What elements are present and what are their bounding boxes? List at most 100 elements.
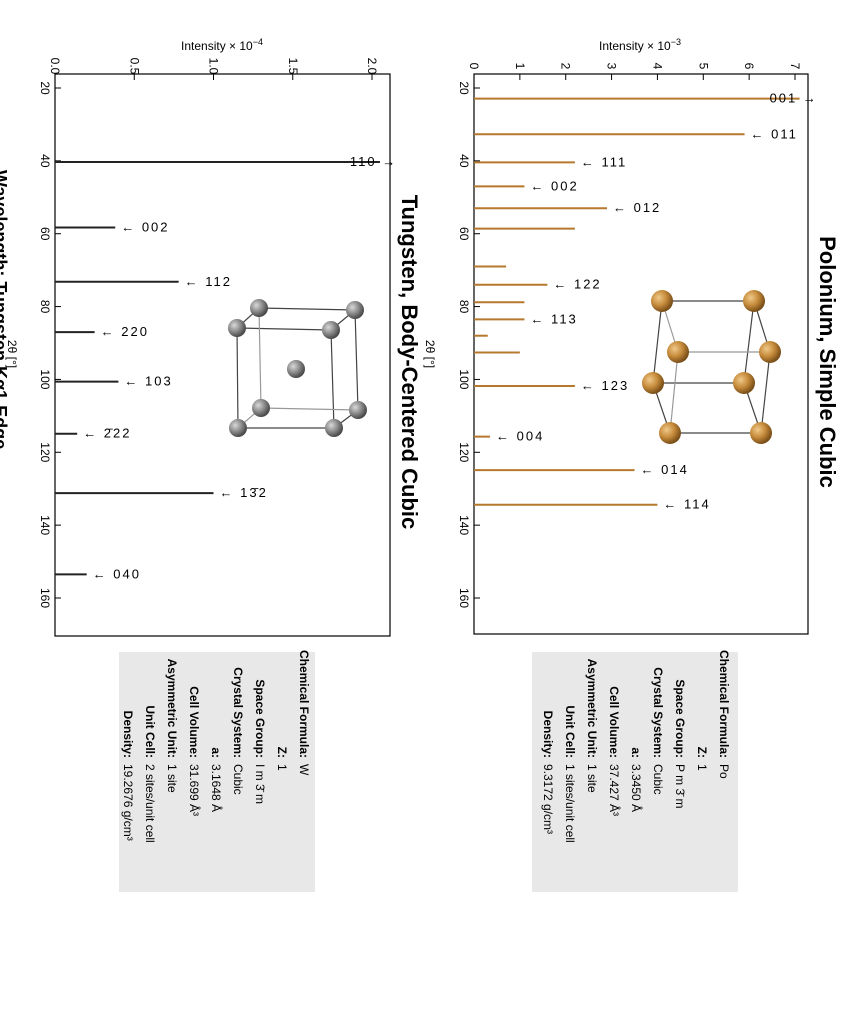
- polonium-info-value: 1 site: [585, 764, 599, 793]
- polonium-y-tick-label: 3: [605, 63, 619, 70]
- tungsten-x-tick-label: 160: [38, 588, 52, 608]
- polonium-x-tick-label: 40: [457, 154, 471, 168]
- polonium-peak-label: ← 002: [530, 178, 578, 193]
- polonium-y-tick-label: 5: [696, 63, 710, 70]
- polonium-peak-label: ← 122: [553, 277, 601, 292]
- polonium-info-label: Z:: [695, 747, 709, 758]
- polonium-axes: 0 1 2 3 4 5 6 7 20 40 60 80 100 120 140 160: [457, 63, 802, 609]
- tungsten-info-label: Density:: [121, 711, 135, 758]
- tungsten-info-value: 2 sites/unit cell: [143, 764, 157, 843]
- tungsten-info-box: [119, 652, 315, 892]
- tungsten-bars: [55, 160, 380, 576]
- polonium-panel: 0 1 2 3 4 5 6 7 20 40 60 80 100 120 140 160 001 → ← 011 ←…: [423, 37, 840, 892]
- polonium-info-value: Cubic: [651, 764, 665, 795]
- tungsten-x-tick-label: 40: [38, 154, 52, 168]
- tungsten-info-value: 1: [275, 764, 289, 771]
- polonium-peak-label: ← 123: [581, 378, 629, 393]
- polonium-info-label: Chemical Formula:: [717, 650, 731, 758]
- polonium-x-tick-label: 140: [457, 515, 471, 535]
- tungsten-info-value: 31.699 Å³: [187, 764, 202, 816]
- tungsten-x-tick-label: 120: [38, 442, 52, 462]
- polonium-info-text: Chemical Formula: Po Z: 1 Space Group: P m 3̄…: [541, 650, 731, 843]
- tungsten-axes: 0.0 0.5 1.0 1.5 2.0 20 40 60 80 100 120 140 160: [38, 58, 379, 609]
- tungsten-info-text: Chemical Formula: W Z: 1 Space Group: I m 3̄ …: [121, 650, 311, 843]
- tungsten-info-value: 1 site: [165, 764, 179, 793]
- polonium-x-tick-label: 120: [457, 442, 471, 462]
- polonium-info-box: [532, 652, 738, 892]
- tungsten-x-tick-label: 100: [38, 369, 52, 389]
- tungsten-x-tick-label: 20: [38, 81, 52, 95]
- tungsten-info-label: a:: [209, 747, 223, 758]
- tungsten-x-tick-label: 140: [38, 515, 52, 535]
- polonium-info-label: Density:: [541, 711, 555, 758]
- tungsten-info-label: Z:: [275, 747, 289, 758]
- tungsten-info-label: Space Group:: [253, 679, 267, 758]
- polonium-peak-label: ← 111: [581, 154, 627, 169]
- polonium-info-value: 1: [695, 764, 709, 771]
- polonium-peak-label: 001 →: [770, 91, 818, 106]
- polonium-peak-label: ← 004: [496, 429, 544, 444]
- tungsten-info-label: Chemical Formula:: [297, 650, 311, 758]
- polonium-peak-labels: 001 → ← 011 ← 111← 002 ← 012 ← 122 ← 113 ← 123…: [496, 91, 818, 512]
- tungsten-peak-label: ← 040: [93, 566, 141, 581]
- polonium-y-tick-label: 0: [467, 63, 481, 70]
- tungsten-info-label: Asymmetric Unit:: [165, 659, 179, 758]
- polonium-peak-label: ← 114: [663, 497, 710, 512]
- polonium-peak-label: ← 113: [530, 311, 577, 326]
- tungsten-info-value: 19.2676 g/cm³: [121, 764, 135, 841]
- polonium-info-label: a:: [629, 747, 643, 758]
- polonium-info-label: Asymmetric Unit:: [585, 659, 599, 758]
- tungsten-peak-label: ← 220: [101, 324, 149, 339]
- tungsten-x-axis-label: 2θ [°]: [5, 340, 19, 368]
- polonium-bars: [474, 97, 800, 506]
- tungsten-info-label: Unit Cell:: [143, 705, 157, 758]
- tungsten-info-label: Crystal System:: [231, 667, 245, 758]
- tungsten-peak-label: ← 13̄2: [220, 485, 268, 500]
- polonium-y-tick-label: 4: [650, 63, 664, 70]
- tungsten-y-tick-label: 1.0: [207, 58, 221, 75]
- polonium-info-label: Crystal System:: [651, 667, 665, 758]
- tungsten-x-tick-label: 80: [38, 300, 52, 314]
- polonium-y-tick-label: 1: [513, 63, 527, 70]
- polonium-info-label: Space Group:: [673, 679, 687, 758]
- polonium-info-value: Po: [717, 764, 731, 779]
- polonium-peak-label: ← 011: [751, 126, 798, 141]
- tungsten-peak-label: 110 →: [350, 154, 397, 169]
- tungsten-panel: 0.0 0.5 1.0 1.5 2.0 20 40 60 80 100 120 140 160 110 …: [5, 37, 422, 892]
- tungsten-info-value: I m 3̄ m: [253, 764, 267, 804]
- polonium-info-value: 1 sites/unit cell: [563, 764, 577, 843]
- polonium-y-axis-label: Intensity × 10−3: [599, 37, 681, 53]
- tungsten-peak-label: ← 103: [124, 374, 172, 389]
- polonium-peak-label: ← 012: [613, 200, 661, 215]
- polonium-x-tick-label: 60: [457, 227, 471, 241]
- polonium-y-tick-label: 6: [742, 63, 756, 70]
- tungsten-y-axis-label: Intensity × 10−4: [181, 37, 263, 53]
- polonium-title: Polonium, Simple Cubic: [815, 236, 840, 488]
- tungsten-y-tick-label: 2.0: [365, 58, 379, 75]
- polonium-x-tick-label: 20: [457, 81, 471, 95]
- polonium-y-tick-label: 7: [788, 63, 802, 70]
- tungsten-peak-label: ← 002: [121, 220, 169, 235]
- polonium-info-value: 37.427 Å³: [607, 764, 622, 816]
- tungsten-peak-labels: 110 → ← 002 ← 112 ← 220 ← 103 ← 2̄22 ← 13̄2 ← 0…: [83, 154, 397, 581]
- tungsten-title: Tungsten, Body-Centered Cubic: [397, 195, 422, 530]
- polonium-unit-cell: [642, 290, 781, 444]
- polonium-x-axis-label: 2θ [°]: [423, 340, 437, 368]
- polonium-info-label: Unit Cell:: [563, 705, 577, 758]
- tungsten-peak-label: ← 2̄22: [83, 426, 131, 441]
- tungsten-x-tick-label: 60: [38, 227, 52, 241]
- polonium-x-tick-label: 80: [457, 300, 471, 314]
- polonium-info-value: 3.3450 Å: [629, 764, 644, 812]
- polonium-plot-frame: [473, 73, 809, 635]
- polonium-x-tick-label: 100: [457, 369, 471, 389]
- tungsten-info-value: W: [297, 764, 311, 776]
- polonium-x-tick-label: 160: [457, 588, 471, 608]
- polonium-y-tick-label: 2: [559, 63, 573, 70]
- polonium-peak-label: ← 014: [641, 462, 689, 477]
- tungsten-info-value: 3.1648 Å: [209, 764, 224, 812]
- polonium-info-label: Cell Volume:: [607, 686, 621, 758]
- polonium-info-value: P m 3̄ m: [673, 764, 687, 808]
- tungsten-info-label: Cell Volume:: [187, 686, 201, 758]
- tungsten-peak-label: ← 112: [185, 274, 232, 289]
